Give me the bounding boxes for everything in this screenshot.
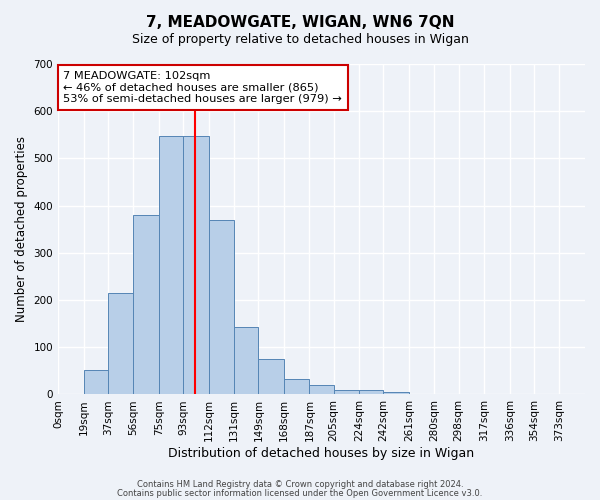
Bar: [234, 328, 259, 394]
Bar: [310, 385, 334, 394]
Bar: [183, 136, 209, 394]
X-axis label: Distribution of detached houses by size in Wigan: Distribution of detached houses by size …: [169, 447, 475, 460]
Text: Contains public sector information licensed under the Open Government Licence v3: Contains public sector information licen…: [118, 489, 482, 498]
Bar: [209, 220, 234, 394]
Bar: [259, 359, 284, 394]
Text: 7 MEADOWGATE: 102sqm
← 46% of detached houses are smaller (865)
53% of semi-deta: 7 MEADOWGATE: 102sqm ← 46% of detached h…: [64, 70, 342, 104]
Bar: [159, 136, 183, 394]
Text: 7, MEADOWGATE, WIGAN, WN6 7QN: 7, MEADOWGATE, WIGAN, WN6 7QN: [146, 15, 454, 30]
Bar: [108, 293, 133, 394]
Bar: [334, 390, 359, 394]
Y-axis label: Number of detached properties: Number of detached properties: [15, 136, 28, 322]
Text: Size of property relative to detached houses in Wigan: Size of property relative to detached ho…: [131, 32, 469, 46]
Bar: [383, 392, 409, 394]
Bar: [284, 380, 310, 394]
Bar: [359, 390, 383, 394]
Text: Contains HM Land Registry data © Crown copyright and database right 2024.: Contains HM Land Registry data © Crown c…: [137, 480, 463, 489]
Bar: [83, 370, 108, 394]
Bar: [133, 215, 159, 394]
